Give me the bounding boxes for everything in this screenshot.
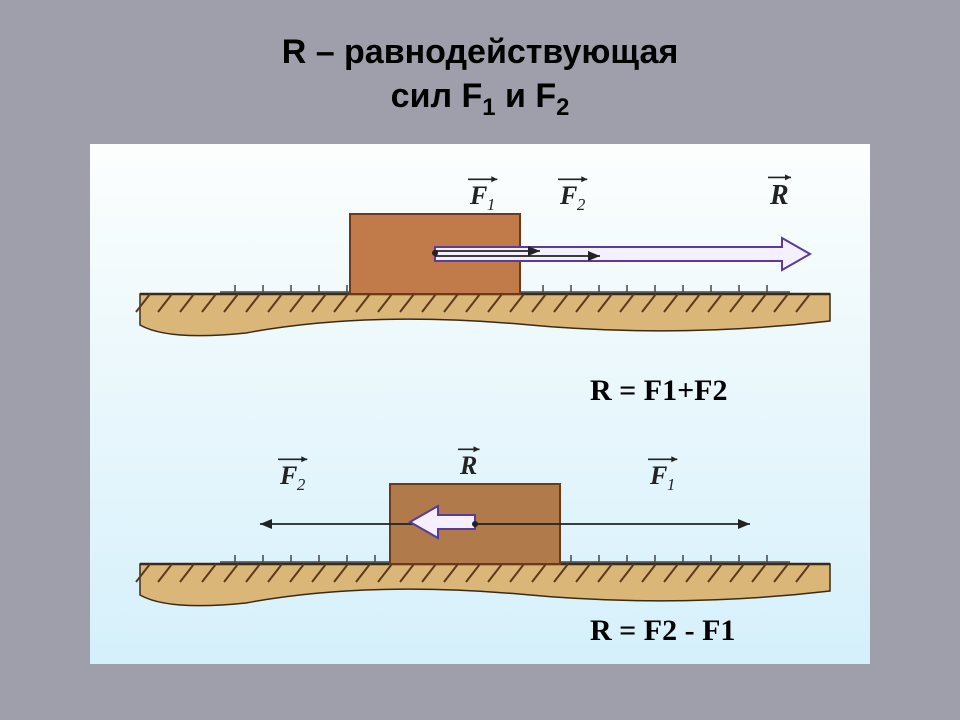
svg-text:R: R — [769, 180, 789, 211]
title-sub-2: 2 — [556, 94, 569, 121]
svg-text:F: F — [649, 461, 667, 490]
svg-text:F: F — [559, 181, 577, 210]
svg-text:F: F — [469, 181, 487, 210]
slide: R – равнодействующая сил F1 и F2 F1F2RF1… — [0, 0, 960, 720]
title-line-2b: и F — [496, 77, 557, 115]
physics-diagram: F1F2RF1F2R — [90, 144, 870, 664]
diagram-canvas: F1F2RF1F2R R = F1+F2 R = F2 - F1 — [90, 144, 870, 664]
formula-2: R = F2 - F1 — [590, 614, 735, 648]
title-line-2a: сил F — [391, 77, 483, 115]
svg-text:F: F — [279, 461, 297, 490]
svg-text:R: R — [459, 451, 477, 480]
title-line-1: R – равнодействующая — [282, 33, 679, 71]
svg-text:1: 1 — [667, 475, 675, 494]
formula-1: R = F1+F2 — [590, 374, 728, 408]
svg-text:1: 1 — [487, 195, 495, 214]
svg-text:2: 2 — [297, 475, 306, 494]
title-sub-1: 1 — [482, 94, 495, 121]
svg-text:2: 2 — [577, 195, 586, 214]
page-title: R – равнодействующая сил F1 и F2 — [0, 30, 960, 124]
